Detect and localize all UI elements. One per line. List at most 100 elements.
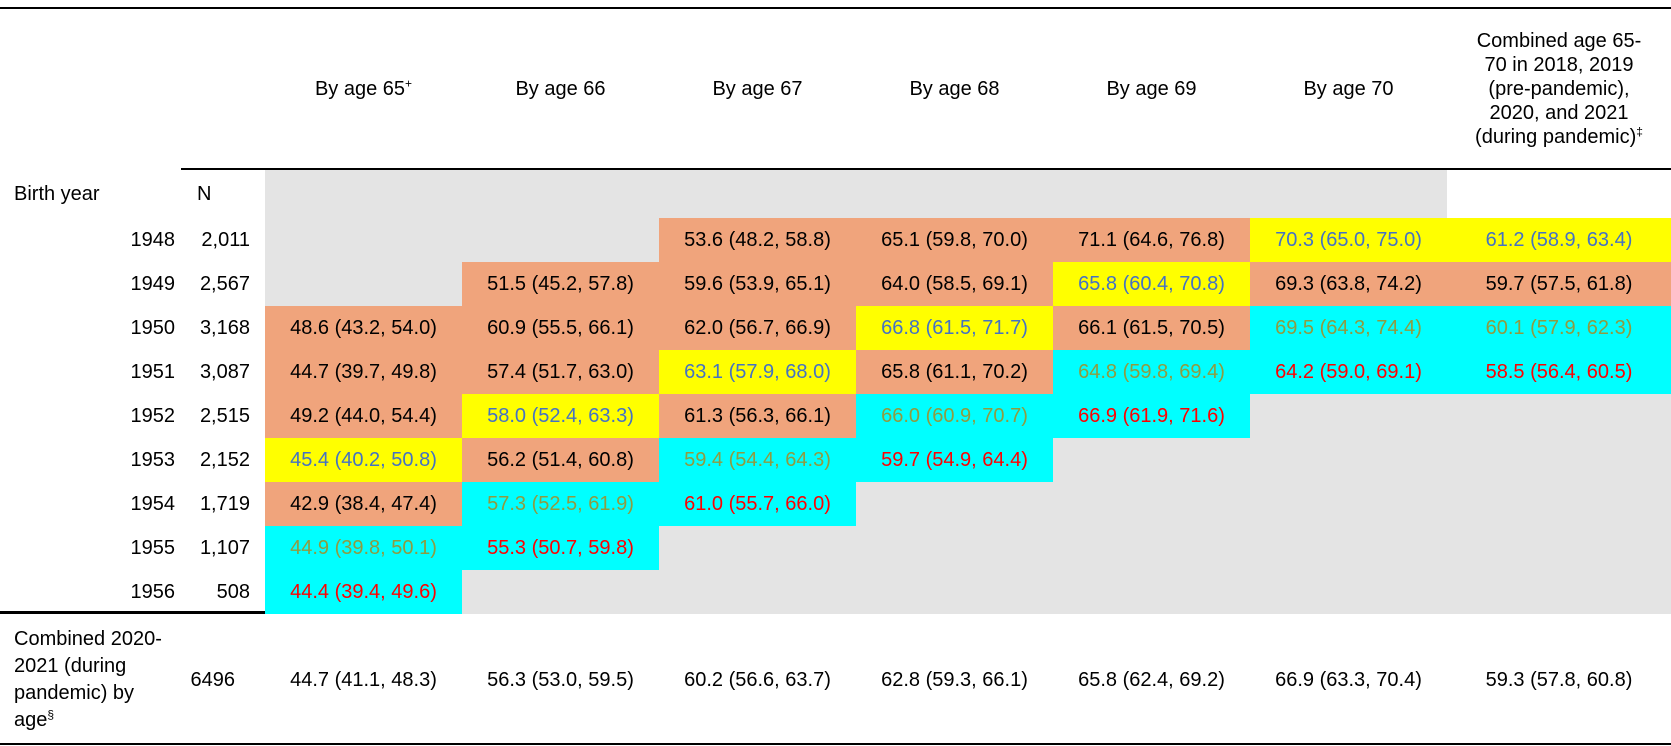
cell-band-by-age-66 [462, 170, 659, 218]
column-header-text: By age 70 [1303, 77, 1394, 100]
row-n-1948: 2,011 [201, 228, 250, 251]
cell-1948-by-age-67: 53.6 (48.2, 58.8) [659, 218, 856, 262]
superscript-marker: + [405, 75, 413, 90]
column-header-text: By age 66 [515, 77, 606, 100]
footer-row-label: Combined 2020- 2021 (during pandemic) by ag… [0, 614, 183, 746]
column-header-by-age-68: By age 68 [856, 8, 1053, 170]
cell-1952-by-age-67: 61.3 (56.3, 66.1) [659, 394, 856, 438]
column-header-text: By age 67 [712, 77, 803, 100]
cell-1954-by-age-66: 57.3 (52.5, 61.9) [462, 482, 659, 526]
cell-band-combined [1447, 170, 1671, 218]
footer-label-line: 2021 (during [14, 655, 127, 677]
row-year-1954: 1954 [130, 492, 176, 515]
cell-1953-by-age-67: 59.4 (54.4, 64.3) [659, 438, 856, 482]
cell-1951-by-age-70: 64.2 (59.0, 69.1) [1250, 350, 1447, 394]
cell-1948-combined: 61.2 (58.9, 63.4) [1447, 218, 1671, 262]
column-header-by-age-69: By age 69 [1053, 8, 1250, 170]
cell-combined-by-age-68: 62.8 (59.3, 66.1) [881, 668, 1028, 691]
cell-1955-by-age-65: 44.9 (39.8, 50.1) [265, 526, 462, 570]
cell-1951-by-age-69: 64.8 (59.8, 69.4) [1053, 350, 1250, 394]
row-n-1952: 2,515 [199, 404, 250, 427]
row-year-1955: 1955 [130, 536, 176, 559]
row-n-1956: 508 [216, 580, 250, 603]
superscript-marker: ‡ [1636, 124, 1643, 139]
cell-band-by-age-70 [1250, 170, 1447, 218]
cell-1956-by-age-66 [462, 570, 659, 614]
cell-1952-by-age-69: 66.9 (61.9, 71.6) [1053, 394, 1250, 438]
column-header-by-age-70: By age 70 [1250, 8, 1447, 170]
cell-1956-by-age-65: 44.4 (39.4, 49.6) [265, 570, 462, 614]
cell-band-by-age-69 [1053, 170, 1250, 218]
divider-top [0, 7, 1671, 9]
cell-combined-by-age-66: 56.3 (53.0, 59.5) [487, 668, 634, 691]
cell-1956-by-age-70 [1250, 570, 1447, 614]
column-header-by-age-65: By age 65+ [265, 8, 462, 170]
cell-combined-by-age-70: 66.9 (63.3, 70.4) [1275, 668, 1422, 691]
cell-1956-by-age-67 [659, 570, 856, 614]
cell-1955-by-age-67 [659, 526, 856, 570]
combined-header-line: 2020, and 2021 [1489, 102, 1629, 124]
cell-1951-by-age-67: 63.1 (57.9, 68.0) [659, 350, 856, 394]
cell-band-by-age-65 [265, 170, 462, 218]
column-header-text: By age 65+ [314, 75, 413, 100]
cell-1950-by-age-65: 48.6 (43.2, 54.0) [265, 306, 462, 350]
footer-label-line: age§ [14, 707, 55, 731]
row-n-1954: 1,719 [199, 492, 250, 515]
cell-1950-by-age-68: 66.8 (61.5, 71.7) [856, 306, 1053, 350]
header-spacer-n [183, 8, 265, 170]
row-n-1950: 3,168 [199, 316, 250, 339]
combined-header-line: 70 in 2018, 2019 [1484, 54, 1634, 76]
results-table: By age 65+ By age 66 By age 67 By age 68 By … [0, 8, 1671, 746]
cell-1954-by-age-65: 42.9 (38.4, 47.4) [265, 482, 462, 526]
row-year-1956: 1956 [130, 580, 176, 603]
cell-1955-by-age-68 [856, 526, 1053, 570]
cell-1950-by-age-67: 62.0 (56.7, 66.9) [659, 306, 856, 350]
row-year-1948: 1948 [130, 228, 176, 251]
birth-year-label: Birth year [14, 182, 100, 205]
column-header-combined: Combined age 65- 70 in 2018, 2019 (pre-pan… [1447, 8, 1671, 170]
cell-1953-by-age-69 [1053, 438, 1250, 482]
row-n-1951: 3,087 [199, 360, 250, 383]
cell-1955-by-age-70 [1250, 526, 1447, 570]
row-n-1955: 1,107 [199, 536, 250, 559]
row-year-1949: 1949 [130, 272, 176, 295]
cell-1948-by-age-68: 65.1 (59.8, 70.0) [856, 218, 1053, 262]
cell-1952-by-age-68: 66.0 (60.9, 70.7) [856, 394, 1053, 438]
footer-label-line: pandemic) by [14, 682, 135, 704]
cell-1955-by-age-69 [1053, 526, 1250, 570]
cell-1955-by-age-66: 55.3 (50.7, 59.8) [462, 526, 659, 570]
cell-1954-by-age-70 [1250, 482, 1447, 526]
column-header-text: By age 68 [909, 77, 1000, 100]
combined-header-line: (pre-pandemic), [1488, 78, 1630, 100]
footer-label-line: Combined 2020- [14, 628, 162, 650]
cell-1948-by-age-69: 71.1 (64.6, 76.8) [1053, 218, 1250, 262]
cell-1952-by-age-65: 49.2 (44.0, 54.4) [265, 394, 462, 438]
row-year-1953: 1953 [130, 448, 176, 471]
cell-band-by-age-68 [856, 170, 1053, 218]
cell-band-by-age-67 [659, 170, 856, 218]
cell-combined-by-age-65: 44.7 (41.1, 48.3) [290, 668, 437, 691]
cell-1948-by-age-65 [265, 218, 462, 262]
cell-1954-by-age-68 [856, 482, 1053, 526]
column-header-by-age-66: By age 66 [462, 8, 659, 170]
cell-1949-by-age-68: 64.0 (58.5, 69.1) [856, 262, 1053, 306]
cell-1949-by-age-69: 65.8 (60.4, 70.8) [1053, 262, 1250, 306]
cell-1953-combined [1447, 438, 1671, 482]
cell-combined-by-age-67: 60.2 (56.6, 63.7) [684, 668, 831, 691]
cell-1951-combined: 58.5 (56.4, 60.5) [1447, 350, 1671, 394]
footer-n-value: 6496 [190, 668, 236, 691]
cell-1953-by-age-66: 56.2 (51.4, 60.8) [462, 438, 659, 482]
cell-1948-by-age-70: 70.3 (65.0, 75.0) [1250, 218, 1447, 262]
superscript-marker: § [47, 707, 55, 722]
cell-1952-combined [1447, 394, 1671, 438]
cell-combined-by-age-69: 65.8 (62.4, 69.2) [1078, 668, 1225, 691]
column-header-by-age-67: By age 67 [659, 8, 856, 170]
row-year-1952: 1952 [130, 404, 176, 427]
cell-1953-by-age-65: 45.4 (40.2, 50.8) [265, 438, 462, 482]
cell-1956-by-age-68 [856, 570, 1053, 614]
cell-1954-by-age-69 [1053, 482, 1250, 526]
cell-1949-by-age-65 [265, 262, 462, 306]
cell-1951-by-age-66: 57.4 (51.7, 63.0) [462, 350, 659, 394]
combined-header-line: Combined age 65- [1476, 30, 1642, 52]
